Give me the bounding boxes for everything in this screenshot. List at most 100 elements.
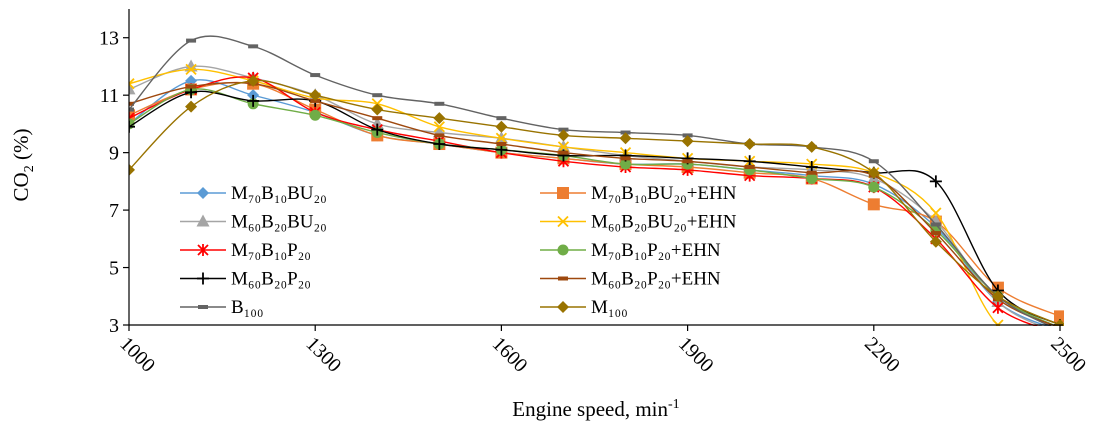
data-point	[929, 175, 942, 188]
data-point	[558, 150, 569, 155]
legend-entry: M₇₀B₁₀P₂₀+EHN	[540, 240, 721, 261]
data-point	[433, 112, 446, 125]
data-point	[620, 156, 631, 161]
data-point	[129, 78, 135, 90]
legend-entry: M₆₀B₂₀BU₂₀+EHN	[540, 212, 737, 233]
data-point	[186, 84, 197, 89]
legend-marker	[197, 244, 209, 256]
legend-marker	[197, 272, 209, 285]
legend-marker	[557, 301, 569, 313]
x-tick-label: 1300	[302, 333, 346, 377]
data-point	[867, 166, 880, 179]
legend-marker	[197, 187, 209, 199]
legend-marker	[557, 215, 569, 228]
data-point	[744, 165, 755, 169]
data-point	[129, 120, 135, 133]
series-line	[129, 79, 1050, 326]
x-axis-title-main: Engine speed, min	[512, 397, 668, 421]
data-point	[129, 101, 134, 106]
data-point	[743, 138, 756, 151]
data-point	[434, 101, 445, 106]
x-axis-title-superscript: -1	[668, 397, 680, 412]
data-point	[930, 231, 941, 236]
x-tick-label: 1900	[674, 333, 718, 377]
legend-entry: M₆₀B₂₀P₂₀+EHN	[540, 269, 721, 290]
data-point	[619, 132, 632, 145]
y-tick-label: 7	[109, 200, 119, 222]
data-point	[805, 140, 818, 153]
series-5	[129, 83, 1064, 326]
data-point	[495, 132, 508, 144]
legend-label: M₆₀B₂₀P₂₀+EHN	[591, 269, 721, 290]
data-point	[991, 290, 1004, 303]
legend-marker	[198, 305, 208, 309]
data-point	[806, 170, 817, 175]
legend-entry: M₆₀B₂₀P₂₀	[180, 269, 311, 290]
series-line	[129, 81, 1061, 318]
legend-marker	[196, 214, 210, 227]
data-point	[309, 89, 322, 102]
x-tick-label: 2500	[1046, 333, 1090, 377]
legend-entry: M₇₀B₁₀P₂₀	[180, 240, 311, 261]
y-tick-label: 5	[109, 258, 119, 280]
legend-marker	[557, 244, 569, 256]
legend-label: M₇₀B₁₀BU₂₀	[231, 183, 327, 204]
legend-label: B₁₀₀	[231, 297, 264, 318]
y-tick-label: 11	[100, 85, 119, 107]
series-line	[129, 35, 1052, 326]
legend-label: M₆₀B₂₀BU₂₀+EHN	[591, 212, 737, 233]
data-point	[868, 181, 880, 193]
x-tick-label: 1600	[488, 333, 532, 377]
series-6	[129, 86, 1064, 326]
data-point	[868, 159, 879, 164]
data-point	[371, 103, 384, 116]
data-point	[309, 109, 321, 121]
data-point	[496, 142, 507, 147]
legend-entry: M₇₀B₁₀BU₂₀	[180, 183, 327, 204]
y-tick-label: 9	[109, 143, 119, 165]
data-point	[992, 301, 1004, 314]
data-point	[371, 123, 384, 136]
data-point	[495, 120, 508, 133]
data-point	[248, 44, 259, 49]
legend-label: M₇₀B₁₀P₂₀+EHN	[591, 240, 721, 261]
data-point	[1054, 310, 1064, 323]
data-point	[557, 129, 570, 142]
series-line	[129, 79, 1061, 326]
y-axis-title-unit: (%)	[9, 129, 33, 166]
legend-marker	[558, 276, 568, 281]
x-tick-label: 2200	[860, 333, 904, 377]
legend-entry: M₁₀₀	[540, 297, 628, 318]
data-point	[372, 93, 383, 98]
series-line	[129, 76, 1039, 326]
legend-marker	[557, 187, 569, 199]
data-point	[620, 158, 632, 170]
data-point	[185, 63, 197, 75]
legend-entry: M₇₀B₁₀BU₂₀+EHN	[540, 183, 737, 204]
data-point	[806, 172, 818, 184]
data-point	[433, 121, 445, 133]
series-line	[129, 90, 1061, 326]
legend: M₇₀B₁₀BU₂₀ M₇₀B₁₀BU₂₀+EHN M₆₀B₂₀BU₂₀ M₆₀B₂₀…	[180, 183, 737, 318]
series-7	[129, 81, 1064, 326]
data-point	[310, 73, 321, 78]
x-tick-label: 1000	[115, 333, 159, 377]
data-point	[247, 74, 260, 87]
y-axis-title: CO2 (%)	[9, 129, 37, 202]
data-point	[929, 235, 942, 248]
data-point	[930, 222, 941, 227]
data-point	[434, 133, 445, 138]
legend-entry: B₁₀₀	[180, 297, 264, 318]
y-axis-title-main: CO	[9, 172, 33, 201]
x-axis-title: Engine speed, min-1	[512, 397, 679, 421]
data-point	[681, 135, 694, 148]
data-point	[186, 38, 197, 43]
legend-label: M₆₀B₂₀P₂₀	[231, 269, 311, 290]
data-point	[557, 141, 570, 153]
series-line	[129, 88, 1058, 326]
legend-label: M₁₀₀	[591, 297, 628, 318]
legend-entry: M₆₀B₂₀BU₂₀	[180, 212, 327, 233]
data-point	[247, 94, 260, 107]
series-layer	[129, 35, 1064, 326]
legend-label: M₆₀B₂₀BU₂₀	[231, 212, 327, 233]
